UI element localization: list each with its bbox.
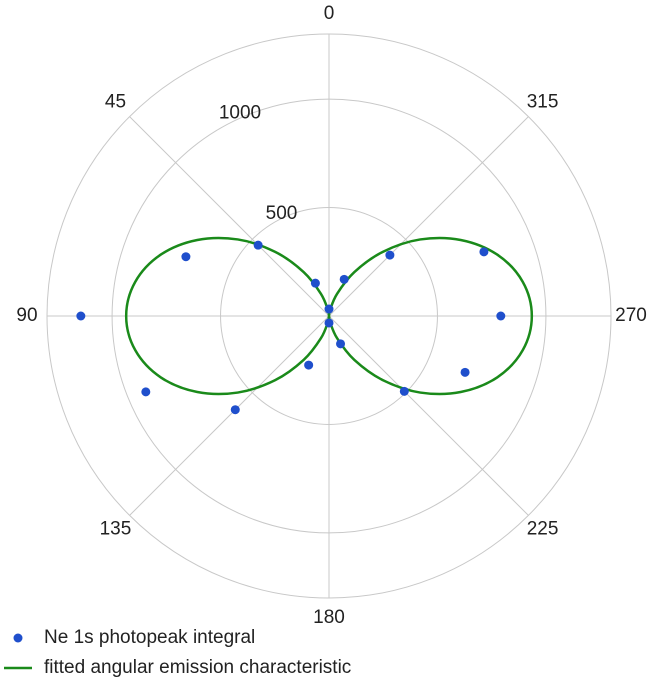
legend-marker (13, 633, 23, 643)
grid-spoke (328, 116, 529, 317)
data-point (304, 360, 314, 370)
theta-tick-label: 225 (527, 519, 559, 540)
data-point (324, 304, 334, 314)
data-point (253, 240, 263, 250)
theta-tick-label: 45 (105, 91, 126, 112)
legend-label: Ne 1s photopeak integral (44, 627, 255, 648)
fit-line (124, 236, 534, 396)
data-point (310, 278, 320, 288)
data-point (324, 318, 334, 328)
data-point (230, 405, 240, 415)
theta-tick-label: 0 (324, 3, 335, 24)
data-point (385, 250, 395, 260)
r-tick-label: 500 (266, 203, 298, 224)
theta-tick-label: 90 (16, 305, 37, 326)
data-point (339, 274, 349, 284)
theta-tick-label: 315 (527, 91, 559, 112)
theta-tick-label: 180 (313, 607, 345, 628)
theta-tick-label: 135 (100, 519, 132, 540)
data-point (496, 311, 506, 321)
data-point (479, 247, 489, 257)
grid-spoke (129, 315, 330, 516)
data-point (460, 367, 470, 377)
legend-label: fitted angular emission characteristic (44, 657, 351, 678)
theta-tick-label: 270 (615, 305, 647, 326)
data-point (76, 311, 86, 321)
data-point (336, 339, 346, 349)
grid-spoke (129, 116, 330, 317)
r-tick-label: 1000 (219, 103, 261, 124)
data-point (399, 386, 409, 396)
grid-spoke (328, 315, 529, 516)
data-point (141, 387, 151, 397)
data-point (181, 252, 191, 262)
